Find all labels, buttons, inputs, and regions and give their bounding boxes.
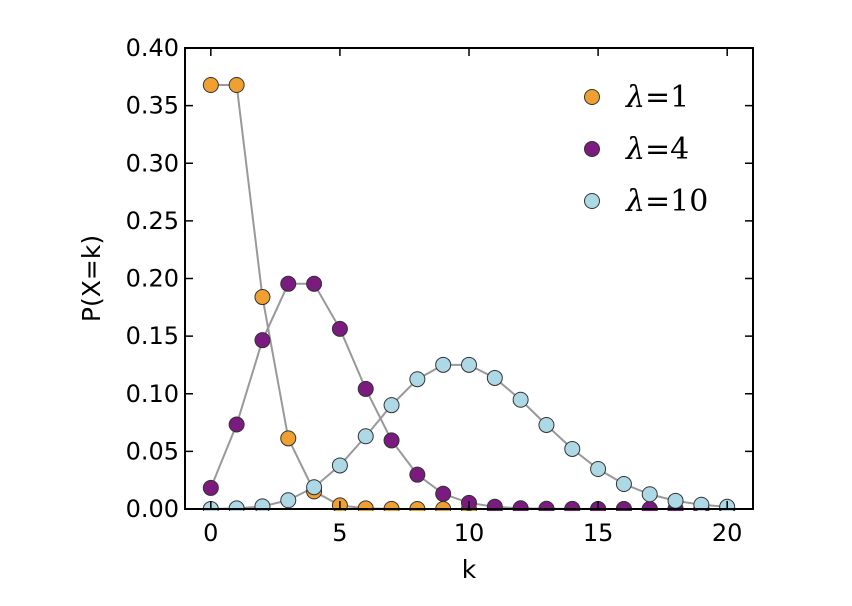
data-point-series-3	[667, 492, 684, 509]
legend-label-3: λ=10	[625, 184, 708, 219]
data-point-series-1	[202, 77, 219, 93]
data-point-series-3	[435, 356, 452, 373]
y-tick-label: 0.20	[126, 265, 179, 293]
data-point-series-2	[306, 275, 323, 292]
y-tick-label: 0.10	[126, 380, 179, 408]
legend-value: =4	[645, 132, 689, 167]
data-point-series-3	[409, 371, 426, 388]
legend-label-2: λ=4	[625, 132, 689, 167]
legend-lambda: λ	[625, 184, 645, 219]
y-tick-label: 0.40	[126, 34, 179, 62]
data-point-series-2	[486, 498, 503, 511]
y-axis-label: P(X=k)	[77, 235, 106, 322]
y-tick-label: 0.35	[126, 92, 179, 120]
legend-marker-1	[584, 89, 600, 105]
x-tick-label: 5	[332, 519, 347, 547]
y-tick-label: 0.25	[126, 207, 179, 235]
legend-label-1: λ=1	[625, 80, 689, 115]
x-tick-label: 10	[454, 519, 485, 547]
plot-frame	[184, 47, 754, 510]
data-point-series-1	[254, 289, 271, 306]
data-point-series-1	[228, 77, 245, 93]
x-tick-label: 0	[203, 519, 218, 547]
axis-ticks	[185, 47, 753, 510]
legend-value: =10	[645, 184, 708, 219]
x-axis-label: k	[462, 555, 477, 584]
data-point-series-2	[383, 432, 400, 449]
data-point-series-3	[331, 457, 348, 474]
tick-labels: 0 5 10 15 20 0.00 0.05 0.10 0.15 0.20 0.25 0.30 0.35…	[126, 34, 743, 547]
legend-lambda: λ	[625, 132, 645, 167]
legend-lambda: λ	[625, 80, 645, 115]
data-point-series-3	[357, 428, 374, 445]
data-point-series-2	[228, 416, 245, 433]
data-point-series-3	[306, 479, 323, 496]
data-point-series-2	[435, 485, 452, 502]
legend-marker-3	[584, 193, 600, 209]
y-tick-label: 0.30	[126, 149, 179, 177]
data-point-series-3	[461, 356, 477, 373]
data-point-series-2	[254, 332, 271, 349]
data-point-series-2	[280, 275, 297, 292]
x-tick-label: 20	[712, 519, 743, 547]
data-point-series-3	[512, 391, 529, 408]
legend: λ=1λ=4λ=10	[584, 80, 708, 219]
data-point-series-1	[280, 430, 297, 447]
data-point-series-3	[254, 498, 271, 511]
y-tick-label: 0.15	[126, 322, 179, 350]
data-point-series-3	[538, 416, 555, 433]
data-point-series-3	[590, 461, 607, 478]
x-tick-label: 15	[583, 519, 614, 547]
series-line-2	[209, 282, 728, 510]
data-point-series-2	[409, 466, 426, 483]
y-tick-label: 0.05	[126, 437, 179, 465]
data-point-series-3	[280, 492, 297, 509]
data-point-series-2	[357, 380, 374, 397]
legend-marker-2	[584, 141, 600, 157]
data-point-series-2	[331, 320, 348, 337]
data-point-series-3	[564, 440, 581, 457]
data-point-series-3	[615, 475, 632, 492]
legend-value: =1	[645, 80, 689, 115]
data-point-series-3	[693, 496, 710, 511]
data-point-series-3	[383, 397, 400, 414]
data-point-series-3	[641, 486, 658, 503]
data-point-series-3	[486, 369, 503, 386]
y-tick-label: 0.00	[126, 495, 179, 523]
data-point-series-2	[202, 479, 219, 496]
